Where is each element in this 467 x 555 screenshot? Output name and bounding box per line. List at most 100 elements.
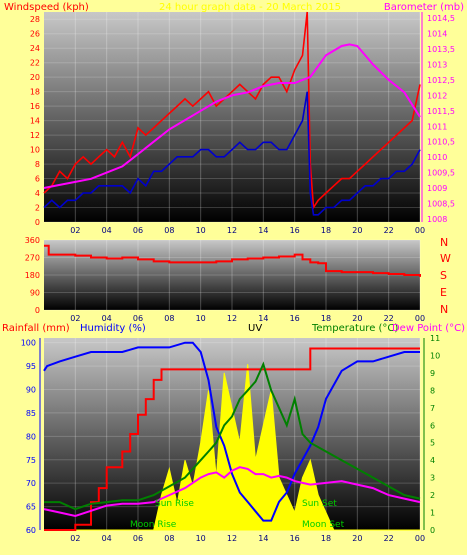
panel1-x-tick: 10 <box>196 226 206 235</box>
panel3-x-tick: 22 <box>384 534 394 543</box>
windspeed-tick: 24 <box>30 44 40 53</box>
rainfall-line <box>44 347 420 531</box>
windspeed-tick: 12 <box>30 131 40 140</box>
panel3-x-tick: 04 <box>102 534 112 543</box>
chart-title: 24 hour graph data - 20 March 2015 <box>159 2 341 13</box>
windspeed-tick: 10 <box>30 146 40 155</box>
panel2-x-tick: 10 <box>196 314 206 323</box>
rainfall-axis-label: Rainfall (mm) <box>2 323 70 334</box>
panel3-x-tick: 14 <box>258 534 268 543</box>
winddir-tick: 270 <box>25 254 40 263</box>
windspeed-tick: 22 <box>30 59 40 68</box>
sunrise-annotation: Sun Rise <box>155 499 194 509</box>
barometer-tick: 1010,5 <box>427 138 455 147</box>
winddir-tick: 90 <box>30 289 40 298</box>
barometer-tick: 1009 <box>427 184 447 193</box>
windspeed-tick: 6 <box>35 175 40 184</box>
temperature-tick: 6 <box>430 421 435 430</box>
compass-w: W <box>440 252 451 265</box>
series-lines <box>43 11 421 531</box>
panel1-x-tick: 18 <box>321 226 331 235</box>
temperature-tick: 3 <box>430 474 435 483</box>
temperature-axis-label: Temperature (°C) <box>311 323 398 334</box>
temperature-tick: 11 <box>430 334 440 343</box>
humidity-tick: 65 <box>26 503 36 512</box>
windspeed-tick: 16 <box>30 102 40 111</box>
gust-line <box>43 91 421 216</box>
panel3-x-tick: 20 <box>352 534 362 543</box>
panel1-x-tick: 08 <box>164 226 174 235</box>
moonset-annotation: Moon Set <box>302 520 345 530</box>
panel2-x-tick: 08 <box>164 314 174 323</box>
winddir-tick: 0 <box>35 306 40 315</box>
temperature-tick: 9 <box>430 369 435 378</box>
humidity-tick: 70 <box>26 479 36 488</box>
temperature-tick: 5 <box>430 439 435 448</box>
panel2-x-tick: 12 <box>227 314 237 323</box>
barometer-tick: 1009,5 <box>427 169 455 178</box>
humidity-tick: 100 <box>21 339 36 348</box>
panel3-x-tick: 00 <box>415 534 425 543</box>
panel1-x-tick: 04 <box>102 226 112 235</box>
barometer-tick: 1014 <box>427 30 447 39</box>
barometer-tick: 1014,5 <box>427 14 455 23</box>
compass-n-bottom: N <box>440 303 448 316</box>
windspeed-tick: 2 <box>35 204 40 213</box>
windspeed-tick: 28 <box>30 15 40 24</box>
panel2-x-tick: 16 <box>290 314 300 323</box>
windspeed-tick: 8 <box>35 160 40 169</box>
windspeed-tick: 26 <box>30 30 40 39</box>
panel3-x-tick: 06 <box>133 534 143 543</box>
panel3-x-tick: 08 <box>164 534 174 543</box>
temperature-tick: 7 <box>430 404 435 413</box>
humidity-axis-label: Humidity (%) <box>80 323 146 334</box>
panel2-x-tick: 18 <box>321 314 331 323</box>
humidity-tick: 60 <box>26 526 36 535</box>
barometer-tick: 1008 <box>427 215 447 224</box>
panel1-x-tick: 20 <box>352 226 362 235</box>
barometer-axis-label: Barometer (mb) <box>384 2 464 13</box>
compass-e: E <box>440 286 447 299</box>
humidity-tick: 90 <box>26 386 36 395</box>
temperature-c-line <box>44 361 421 511</box>
humidity-line <box>43 341 420 522</box>
windspeed-tick: 4 <box>35 189 40 198</box>
temperature-tick: 10 <box>430 351 440 360</box>
panel2-x-tick: 20 <box>352 314 362 323</box>
moonrise-annotation: Moon Rise <box>130 520 177 530</box>
barometer-tick: 1011,5 <box>427 107 455 116</box>
windspeed-kph-line <box>43 11 421 210</box>
humidity-tick: 95 <box>26 362 36 371</box>
humidity-tick: 80 <box>26 432 36 441</box>
barometer-tick: 1010 <box>427 153 447 162</box>
winddir-tick: 360 <box>25 236 40 245</box>
panel2-x-tick: 00 <box>415 314 425 323</box>
panel2-x-tick: 22 <box>384 314 394 323</box>
panel2-x-tick: 02 <box>70 314 80 323</box>
dew-point-c-line <box>43 466 421 518</box>
windspeed-axis-label: Windspeed (kph) <box>4 2 89 13</box>
windspeed-tick: 14 <box>30 117 40 126</box>
panel3-x-tick: 10 <box>196 534 206 543</box>
panel1-x-tick: 16 <box>290 226 300 235</box>
humidity-tick: 85 <box>26 409 36 418</box>
windspeed-tick: 0 <box>35 218 40 227</box>
temperature-tick: 1 <box>430 509 435 518</box>
temperature-tick: 8 <box>430 386 435 395</box>
panel2-x-tick: 14 <box>258 314 268 323</box>
barometer-mb-line <box>43 43 421 189</box>
panel1-x-tick: 00 <box>415 226 425 235</box>
humidity-tick: 75 <box>26 456 36 465</box>
panel1-x-tick: 22 <box>384 226 394 235</box>
windspeed-tick: 18 <box>30 88 40 97</box>
uv-axis-label: UV <box>248 323 262 334</box>
panel1-x-tick: 06 <box>133 226 143 235</box>
panel1-x-tick: 02 <box>70 226 80 235</box>
panel3-x-tick: 02 <box>70 534 80 543</box>
panel1-x-tick: 12 <box>227 226 237 235</box>
temperature-tick: 2 <box>430 491 435 500</box>
panel2-x-tick: 06 <box>133 314 143 323</box>
panel2-x-tick: 04 <box>102 314 112 323</box>
